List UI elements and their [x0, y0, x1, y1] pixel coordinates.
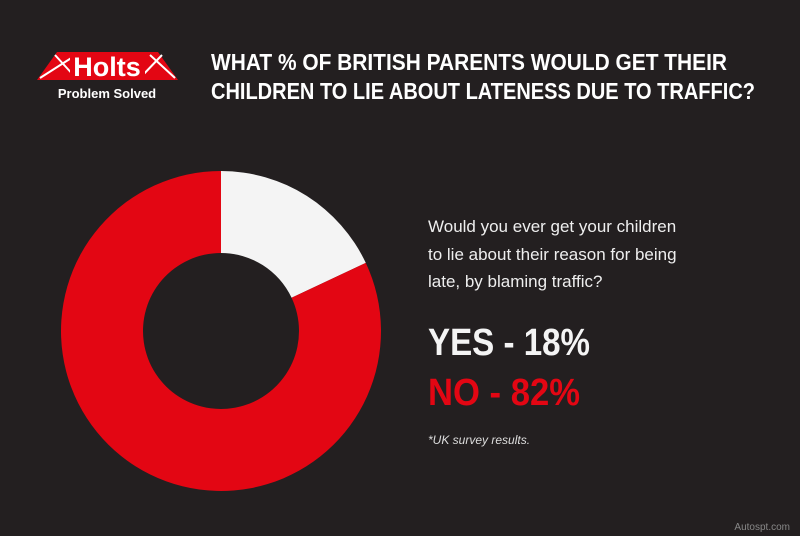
- donut-slice: [61, 171, 382, 491]
- brand: Holts: [73, 52, 141, 82]
- note: *UK survey results.: [428, 433, 530, 447]
- donut-slice: [221, 171, 366, 298]
- logo: Holts Problem Solved: [37, 52, 178, 101]
- question-line: Would you ever get your children: [428, 217, 676, 236]
- question-line: to lie about their reason for being: [428, 245, 677, 264]
- value-label: NO - 82%: [428, 372, 580, 414]
- value-label: YES - 18%: [428, 322, 590, 364]
- logo-stripes: [39, 54, 176, 79]
- logo-wing-right: [137, 52, 178, 80]
- watermark: Autospt.com: [734, 522, 790, 533]
- title-line: CHILDREN TO LIE ABOUT LATENESS DUE TO TR…: [211, 78, 755, 104]
- title-line: WHAT % OF BRITISH PARENTS WOULD GET THEI…: [211, 49, 727, 75]
- tagline: Problem Solved: [58, 86, 156, 101]
- question-line: late, by blaming traffic?: [428, 272, 603, 291]
- logo-box: [70, 52, 145, 80]
